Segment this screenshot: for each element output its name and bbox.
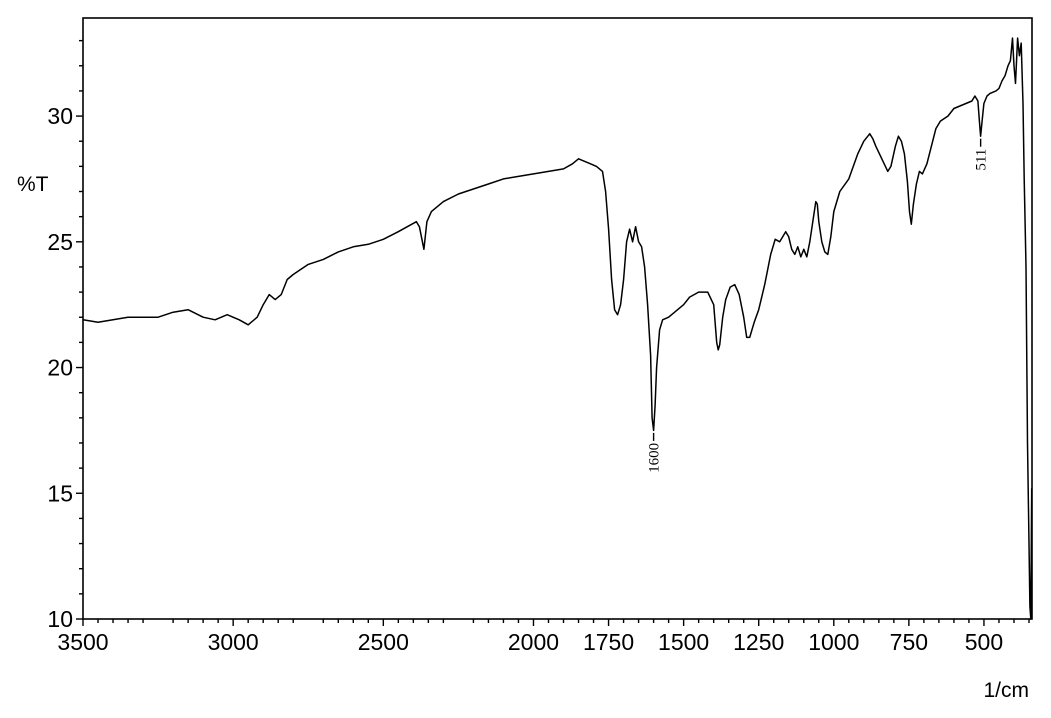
y-axis-label: %T [17, 173, 49, 196]
x-tick-label: 2500 [358, 629, 409, 655]
peak-label: 1600 [647, 443, 663, 473]
peak-label: 511 [974, 149, 990, 171]
x-tick-label: 3500 [57, 629, 108, 655]
x-tick-label: 2000 [508, 629, 559, 655]
x-tick-label: 3000 [208, 629, 259, 655]
x-tick-label: 1750 [583, 629, 634, 655]
y-tick-label: 20 [47, 355, 73, 381]
x-tick-label: 500 [965, 629, 1003, 655]
spectrum-line [82, 37, 1033, 620]
y-tick-label: 15 [47, 480, 73, 506]
x-tick-label: 750 [890, 629, 928, 655]
y-axis: 10 15 20 25 30 [47, 39, 83, 632]
x-tick-label: 1000 [808, 629, 859, 655]
x-axis: 3500 3000 2500 2000 1750 1500 1250 1000 750 500 [57, 619, 1030, 655]
y-tick-label: 25 [47, 229, 73, 255]
x-axis-label: 1/cm [983, 679, 1029, 702]
plot-frame [82, 17, 1033, 620]
y-tick-label: 30 [47, 103, 73, 129]
x-tick-label: 1500 [658, 629, 709, 655]
x-tick-label: 1250 [733, 629, 784, 655]
y-tick-label: 10 [47, 606, 73, 632]
peak-annotations: 1600 511 [647, 138, 990, 473]
